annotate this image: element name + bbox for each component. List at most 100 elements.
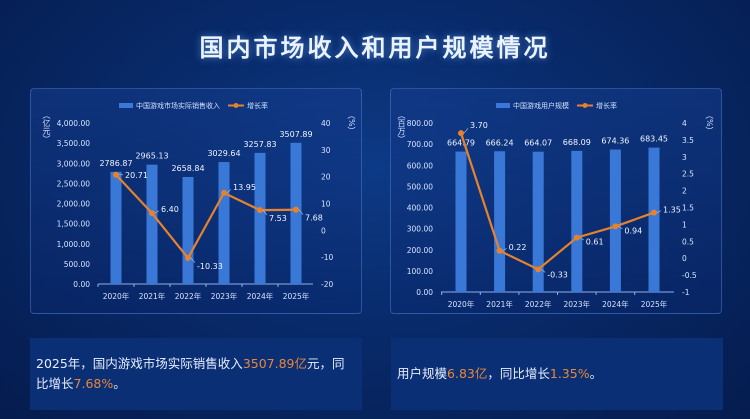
x-axis-tick: 2020年 <box>103 291 130 301</box>
right-axis-tick: 3 <box>682 153 687 162</box>
growth-rate-label: 0.22 <box>509 243 527 252</box>
label-leader <box>226 189 232 194</box>
left-axis-tick: 400.00 <box>407 204 433 213</box>
growth-rate-line <box>459 132 655 271</box>
growth-rate-point <box>573 234 580 241</box>
left-axis-tick: 2,500.00 <box>57 179 91 188</box>
growth-rate-point <box>149 210 155 217</box>
x-axis-tick: 2024年 <box>247 291 274 301</box>
left-axis-tick: 3,500.00 <box>57 139 91 148</box>
users-chart: 中国游戏用户规模 增长率 0.00 100.00 200.00 300.00 400.00 5… <box>407 101 697 309</box>
growth-rate-point <box>651 209 657 216</box>
left-axis-unit: （百万） <box>397 111 406 143</box>
left-axis-tick: 0.00 <box>416 288 433 297</box>
growth-rate-label: -10.33 <box>197 262 223 271</box>
label-leader <box>190 257 196 264</box>
left-axis-tick: 3,000.00 <box>57 159 91 168</box>
bar <box>146 164 158 284</box>
label-leader <box>298 209 304 215</box>
x-axis-tick: 2020年 <box>448 299 475 309</box>
users-summary: 用户规模6.83亿，同比增长1.35%。 <box>391 338 723 410</box>
bar <box>648 147 660 292</box>
summary-highlight: 3507.89亿 <box>242 356 308 371</box>
left-axis-tick: 1,000.00 <box>57 240 91 249</box>
growth-rate-label: 20.71 <box>125 171 148 180</box>
legend-bar-label: 中国游戏用户规模 <box>513 101 569 110</box>
legend-line-marker <box>233 103 239 108</box>
users-chart-panel: 中国游戏用户规模 增长率 0.00 100.00 200.00 300.00 400.00 5… <box>390 88 722 314</box>
legend-line-label: 增长率 <box>596 101 617 110</box>
growth-rate-label: -0.33 <box>547 270 568 279</box>
right-axis-tick: 20 <box>321 173 331 182</box>
left-axis-tick: 700.00 <box>407 140 433 149</box>
growth-rate-point <box>496 247 503 254</box>
revenue-chart: 中国游戏市场实际销售收入 增长率 0.00 500.00 1,000.00 1,500.0… <box>57 101 334 301</box>
label-leader <box>262 209 268 216</box>
right-axis-tick: 30 <box>321 146 331 155</box>
bar <box>218 162 230 284</box>
growth-rate-label: 7.68 <box>305 214 323 223</box>
growth-rate-point <box>113 171 119 178</box>
growth-rate-point <box>535 266 542 273</box>
x-axis-tick: 2023年 <box>564 299 591 309</box>
left-axis-tick: 500.00 <box>64 260 90 269</box>
growth-rate-label: 6.40 <box>161 205 179 214</box>
label-leader <box>541 269 546 273</box>
x-axis-tick: 2021年 <box>486 299 513 309</box>
growth-rate-point <box>221 189 227 196</box>
bar-value-label: 3029.64 <box>207 149 240 158</box>
right-axis-tick: -20 <box>321 280 333 289</box>
right-axis-tick: 4 <box>682 119 687 128</box>
summary-text: 元，同比增长 <box>36 356 345 391</box>
label-leader <box>618 226 623 230</box>
left-axis-tick: 500.00 <box>407 182 433 191</box>
bar <box>571 150 583 292</box>
legend-bar-label: 中国游戏市场实际销售收入 <box>136 101 220 110</box>
right-axis-tick: 2 <box>682 187 687 196</box>
growth-rate-label: 13.95 <box>233 183 256 192</box>
revenue-summary: 2025年，国内游戏市场实际销售收入3507.89亿元，同比增长7.68%。 <box>30 338 362 410</box>
x-axis-tick: 2023年 <box>211 291 238 301</box>
bar-value-label: 2786.87 <box>99 159 132 168</box>
growth-rate-label: 0.61 <box>586 238 604 247</box>
right-axis-tick: 1 <box>682 220 687 229</box>
label-leader <box>463 128 469 134</box>
right-axis-tick: 0.5 <box>682 237 694 246</box>
growth-rate-label: 7.53 <box>269 214 287 223</box>
right-axis-tick: 3.5 <box>682 136 694 145</box>
summary-text: 。 <box>113 376 126 391</box>
bar <box>494 151 506 292</box>
right-axis-tick: -10 <box>321 253 333 262</box>
summary-text: 。 <box>589 366 603 381</box>
bar-value-label: 683.45 <box>640 135 668 144</box>
x-axis-tick: 2025年 <box>641 299 668 309</box>
bar-value-label: 3257.83 <box>243 140 276 149</box>
legend-line-marker <box>582 103 588 108</box>
left-axis-tick: 1,500.00 <box>57 220 91 229</box>
legend-bar-swatch <box>119 103 133 108</box>
bar-value-label: 664.07 <box>524 139 552 148</box>
left-axis-tick: 0.00 <box>73 280 90 289</box>
right-axis-tick: 1.5 <box>682 204 694 213</box>
bar-value-label: 2965.13 <box>135 152 168 161</box>
right-axis-unit: （%） <box>347 111 356 135</box>
growth-rate-line <box>115 174 297 261</box>
label-leader <box>502 248 507 252</box>
left-axis-tick: 600.00 <box>407 161 433 170</box>
summary-highlight: 1.35% <box>549 366 590 381</box>
x-axis-tick: 2022年 <box>525 299 552 309</box>
bar <box>532 151 544 292</box>
bar-value-label: 664.79 <box>447 139 475 148</box>
left-axis-tick: 2,000.00 <box>57 200 91 209</box>
summary-text: 用户规模 <box>397 366 448 381</box>
x-axis-tick: 2021年 <box>139 291 166 301</box>
left-axis-unit: （亿元） <box>42 111 51 143</box>
right-axis-tick: 10 <box>321 200 331 209</box>
bar <box>455 151 467 292</box>
growth-rate-label: 1.35 <box>663 206 681 215</box>
legend-line-label: 增长率 <box>247 101 268 110</box>
summary-text: 2025年，国内游戏市场实际销售收入 <box>36 356 243 371</box>
bar-value-label: 2658.84 <box>171 164 204 173</box>
left-axis-tick: 200.00 <box>407 246 433 255</box>
bar <box>110 171 122 284</box>
